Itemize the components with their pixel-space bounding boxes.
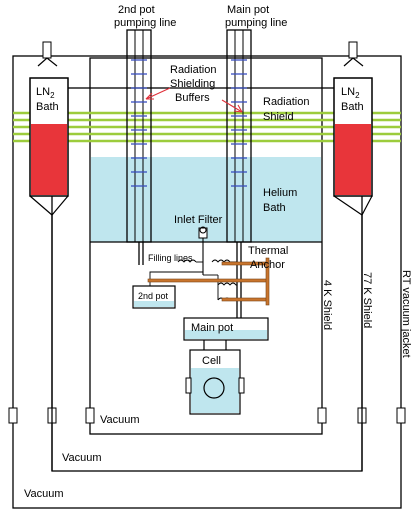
second-pot-pumping-line: [126, 29, 152, 265]
label-cell: Cell: [202, 355, 221, 367]
label-main-pot-line-2: pumping line: [225, 17, 287, 29]
label-77k-shield: 77 K Shield: [361, 272, 373, 328]
ln2-right-subscript: 2: [355, 91, 360, 100]
label-ln2-left-bath: Bath: [36, 101, 59, 113]
main-pot-pumping-line: [226, 29, 252, 318]
label-ln2-right-bath: Bath: [341, 101, 364, 113]
label-second-pot-line-1: 2nd pot: [118, 4, 155, 16]
label-thermal-anchor-1: Thermal: [248, 245, 288, 257]
thermal-anchors: [147, 257, 270, 306]
label-rad-buffers-2: Shielding: [170, 78, 215, 90]
buffer-arrows: [145, 87, 243, 113]
label-vacuum-inner: Vacuum: [100, 414, 140, 426]
shield-4k: [89, 57, 323, 435]
label-vacuum-outer: Vacuum: [24, 488, 64, 500]
label-ln2-left: LN2: [36, 86, 55, 100]
label-rad-buffers-1: Radiation: [170, 64, 216, 76]
label-filling-lines: Filling lines: [148, 253, 193, 263]
inlet-filter: [198, 226, 208, 275]
label-helium-bath-2: Bath: [263, 202, 286, 214]
label-vacuum-middle: Vacuum: [62, 452, 102, 464]
rt-vacuum-jacket: [12, 55, 402, 509]
label-main-pot: Main pot: [191, 322, 233, 334]
label-inlet-filter: Inlet Filter: [174, 214, 223, 226]
ln2-bath-left: [29, 41, 69, 216]
label-main-pot-line-1: Main pot: [227, 4, 269, 16]
label-thermal-anchor-2: Anchor: [250, 259, 285, 271]
ln2-bath-right: [333, 41, 373, 216]
label-4k-shield: 4 K Shield: [321, 280, 333, 330]
main-pot: [183, 317, 269, 350]
label-helium-bath-1: Helium: [263, 187, 297, 199]
ln2-left-subscript: 2: [50, 91, 55, 100]
cell: [185, 349, 245, 415]
second-pot: [132, 285, 176, 309]
label-ln2-right: LN2: [341, 86, 360, 100]
label-rad-shield-2: Shield: [263, 111, 294, 123]
label-rt-jacket: RT vacuum jacket: [400, 270, 412, 358]
label-rad-buffers-3: Buffers: [175, 92, 210, 104]
label-second-pot: 2nd pot: [138, 291, 169, 301]
label-rad-shield-1: Radiation: [263, 96, 309, 108]
label-second-pot-line-2: pumping line: [114, 17, 176, 29]
